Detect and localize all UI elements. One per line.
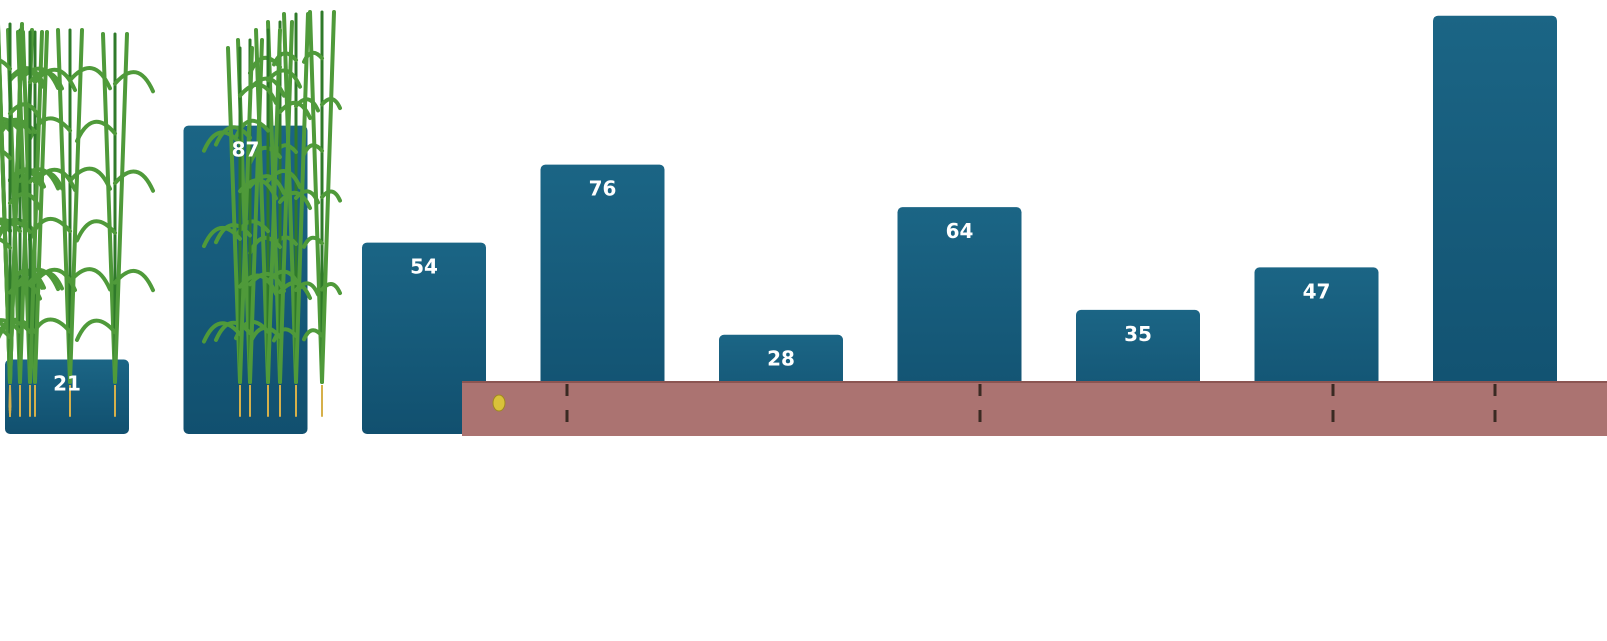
bar-6 [897,207,1022,434]
bar-label-8: 47 [1303,279,1331,303]
seed-icon [492,394,506,412]
bar-label-5: 28 [767,347,795,371]
soil-strip [462,382,1607,436]
bar-4 [540,164,665,434]
bar-label-7: 35 [1124,322,1152,346]
data-labels-layer: 21 87 54 76 28 64 35 47 [53,138,1330,396]
plant-icon [75,32,155,417]
bar-label-2: 87 [232,138,260,162]
plant-icon [202,46,278,417]
bar-label-1: 21 [53,372,81,396]
bar-label-3: 54 [410,255,438,279]
plant-icon [0,22,42,417]
wheat-growth-illustration [0,10,1607,436]
bar-3 [362,242,486,434]
bar-9 [1433,15,1557,434]
plant-icon [0,30,64,417]
plant-icon [234,28,302,417]
bar-label-6: 64 [946,219,974,243]
bar-label-4: 76 [589,177,617,201]
plant-icon [302,10,342,417]
